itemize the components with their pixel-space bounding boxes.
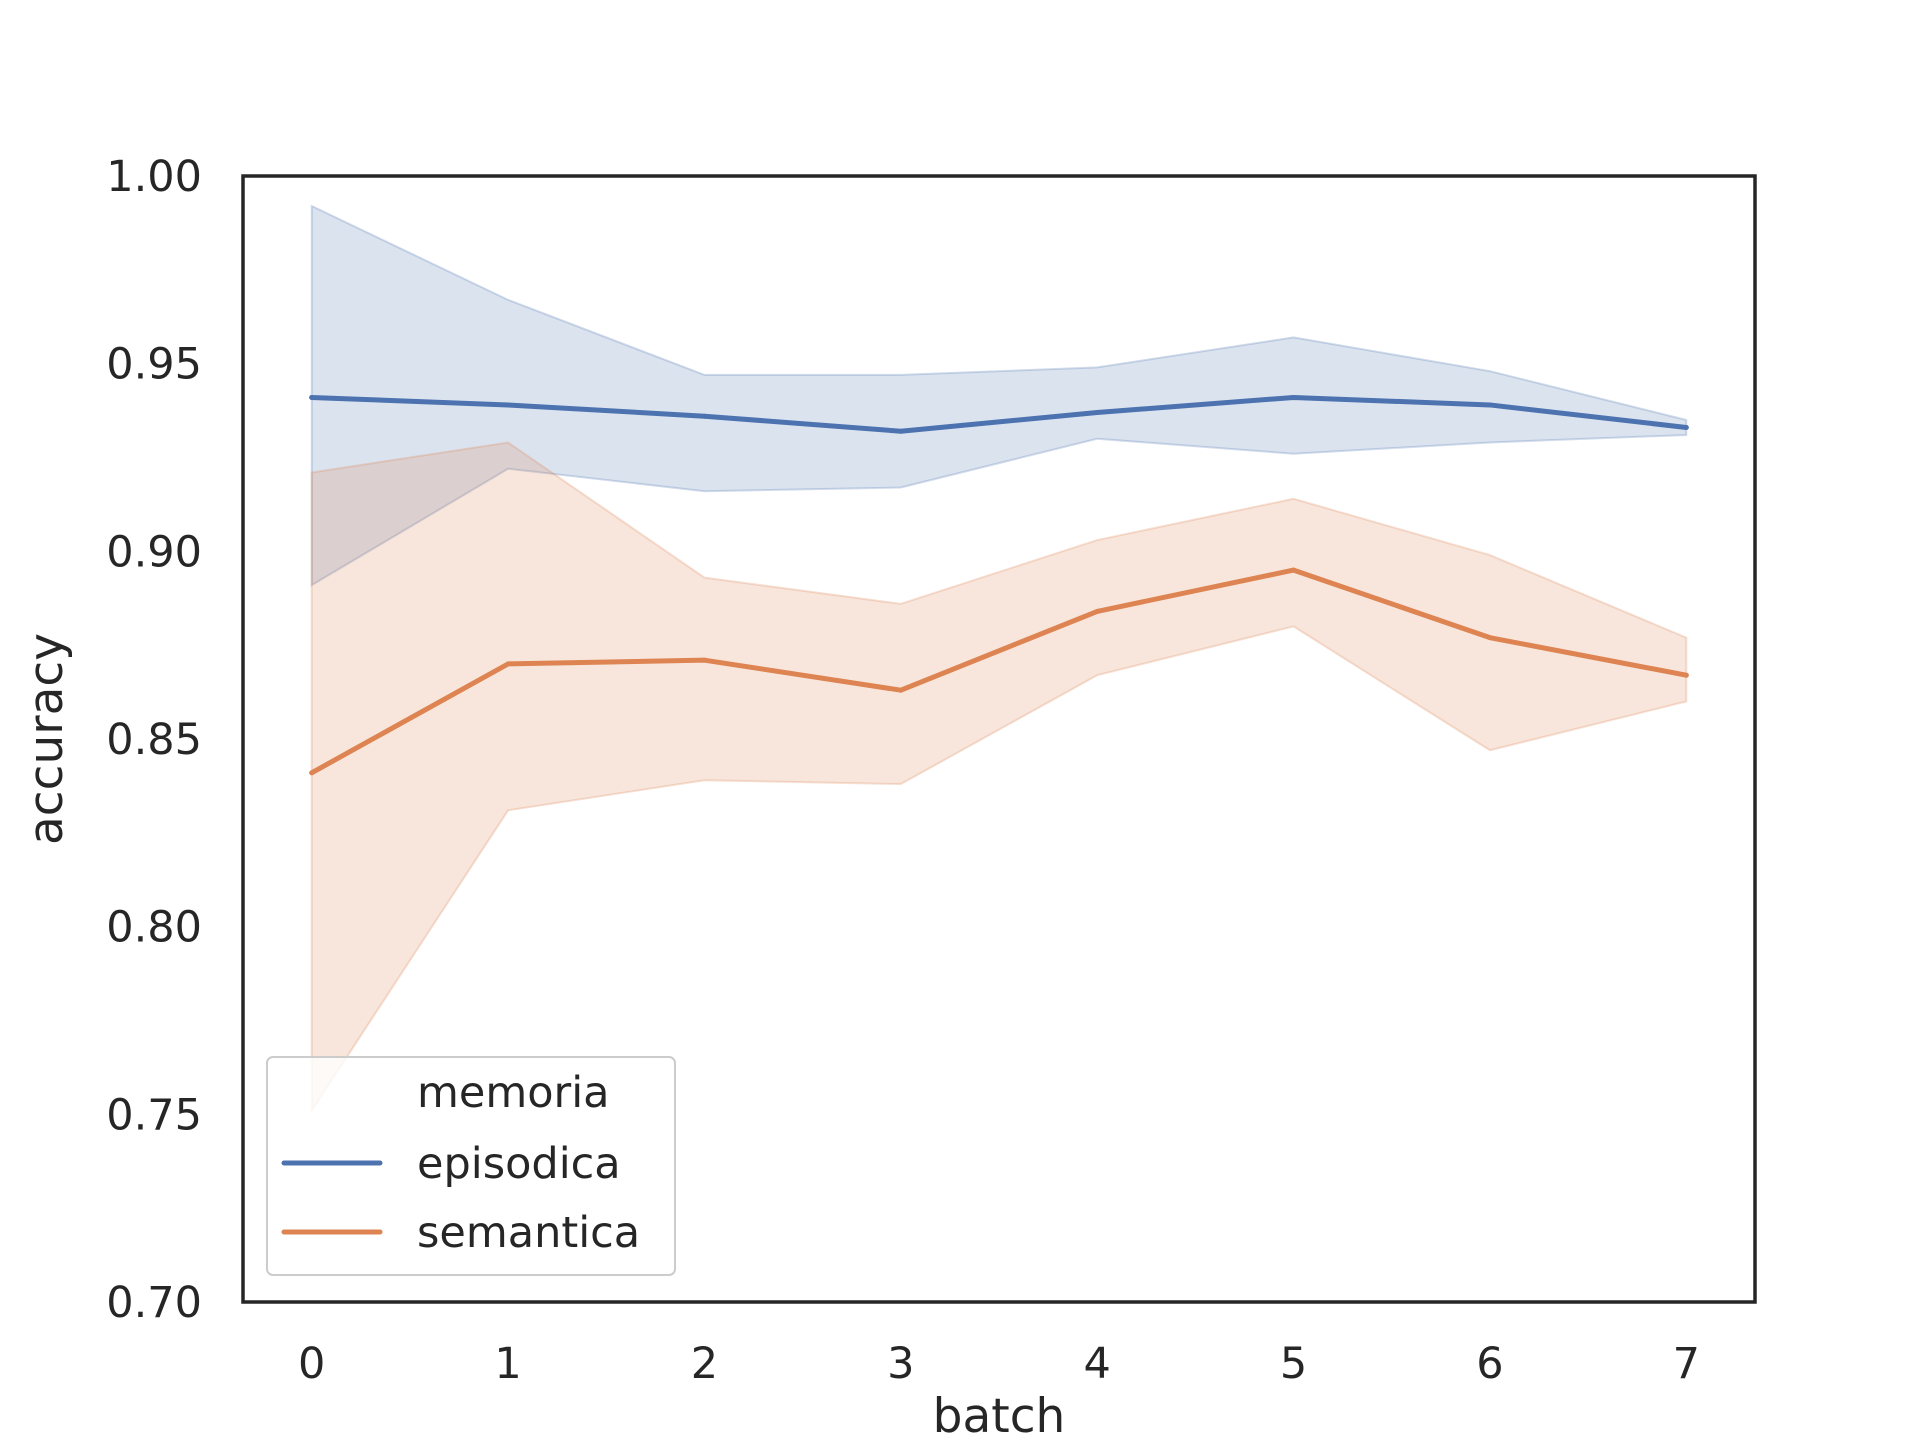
data-point-episodica: [1291, 394, 1297, 400]
y-tick-label: 0.80: [106, 903, 202, 953]
x-tick-label: 6: [1476, 1339, 1503, 1389]
data-point-episodica: [1683, 424, 1689, 430]
x-tick-label: 4: [1084, 1339, 1111, 1389]
x-tick-label: 1: [494, 1339, 521, 1389]
series-line-semantica: [309, 567, 1689, 776]
series-line-episodica: [309, 394, 1689, 434]
data-point-episodica: [505, 402, 511, 408]
data-point-semantica: [1094, 608, 1100, 614]
x-tick-label: 0: [298, 1339, 325, 1389]
x-tick-label: 2: [691, 1339, 718, 1389]
series-lines: [309, 394, 1689, 776]
legend-entries: episodica semantica: [281, 1139, 640, 1258]
data-point-episodica: [309, 394, 315, 400]
data-point-episodica: [898, 428, 904, 434]
y-axis-ticks: 0.70 0.75 0.80 0.85 0.90 0.95 1.00: [106, 152, 202, 1328]
x-tick-label: 5: [1280, 1339, 1307, 1389]
y-tick-label: 1.00: [106, 152, 202, 202]
data-point-semantica: [309, 770, 315, 776]
data-point-episodica: [1487, 402, 1493, 408]
data-point-semantica: [1291, 567, 1297, 573]
data-point-semantica: [505, 661, 511, 667]
y-axis-label: accuracy: [19, 633, 74, 845]
x-tick-label: 7: [1673, 1339, 1700, 1389]
data-point-episodica: [701, 413, 707, 419]
y-tick-label: 0.95: [106, 340, 202, 390]
x-axis-label: batch: [933, 1389, 1066, 1440]
legend-title: memoria: [417, 1068, 610, 1118]
data-point-semantica: [701, 657, 707, 663]
legend: memoria episodica semantica: [266, 1056, 676, 1276]
legend-label-episodica: episodica: [417, 1139, 621, 1189]
legend-label-semantica: semantica: [417, 1208, 640, 1258]
legend-box: [266, 1056, 676, 1276]
data-point-episodica: [1094, 409, 1100, 415]
data-point-semantica: [1487, 635, 1493, 641]
x-axis-ticks: 0 1 2 3 4 5 6 7: [298, 1339, 1700, 1389]
y-tick-label: 0.75: [106, 1090, 202, 1140]
plot-frame: [241, 174, 1757, 1304]
data-point-semantica: [1683, 672, 1689, 678]
y-tick-label: 0.70: [106, 1278, 202, 1328]
confidence-band-episodica: [310, 204, 1688, 587]
confidence-band-semantica: [310, 441, 1688, 1114]
confidence-bands: [310, 204, 1688, 1114]
y-tick-label: 0.85: [106, 715, 202, 765]
y-tick-label: 0.90: [106, 527, 202, 577]
x-tick-label: 3: [887, 1339, 914, 1389]
data-point-semantica: [898, 687, 904, 693]
